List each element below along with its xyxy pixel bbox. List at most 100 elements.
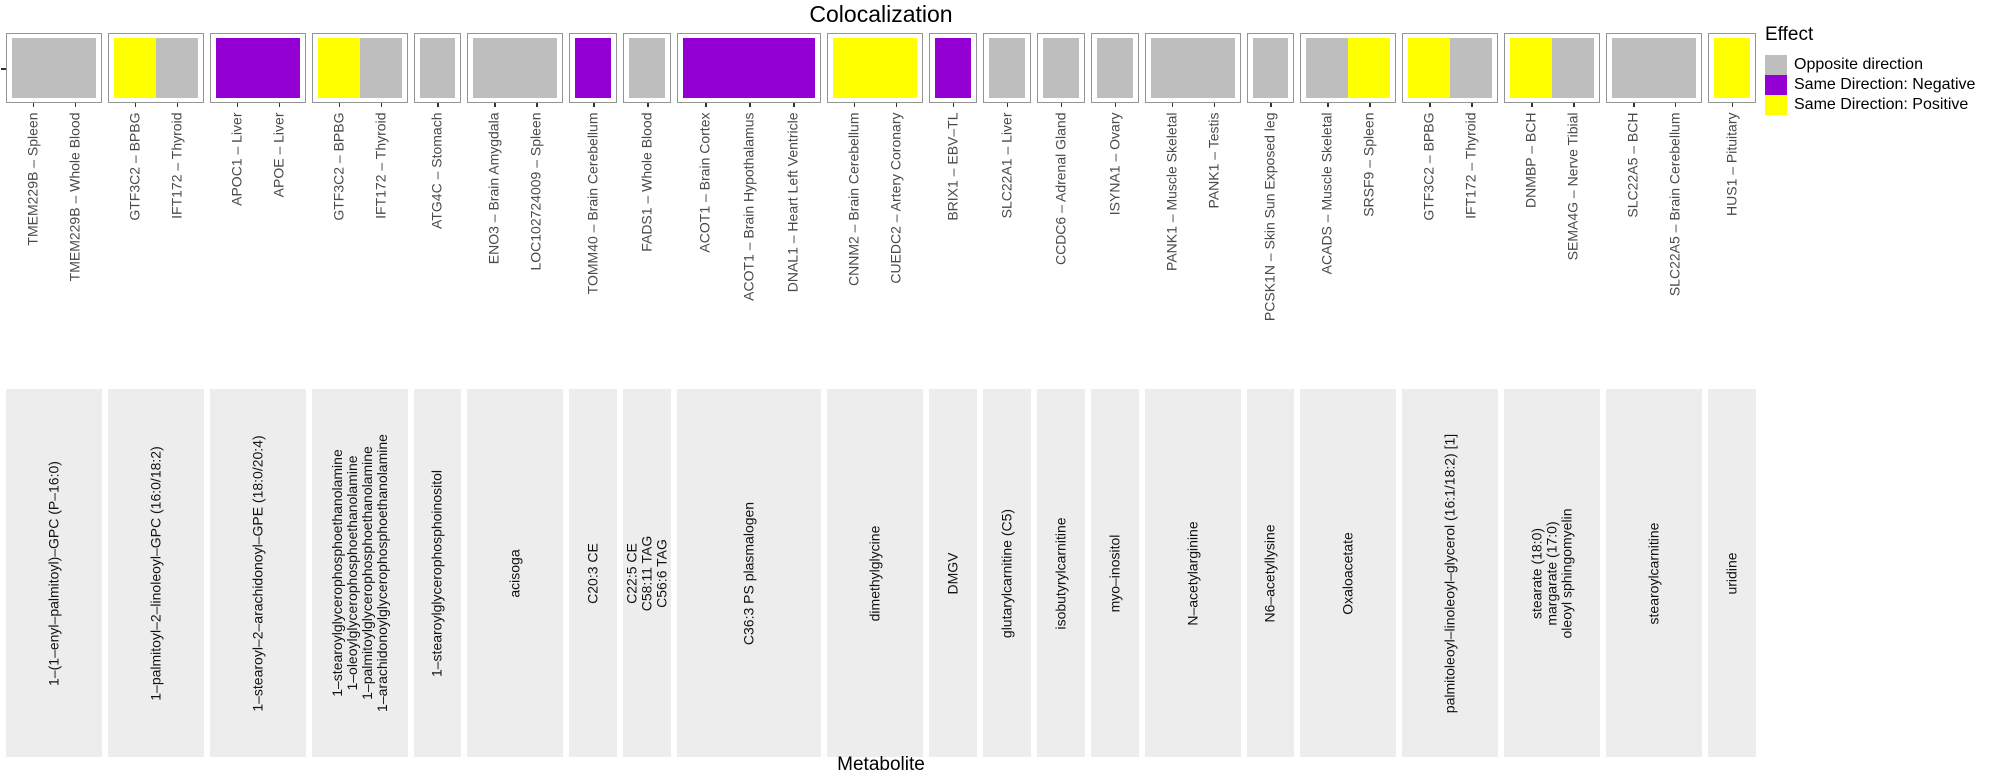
bar	[317, 38, 360, 98]
x-axis-title: Metabolite	[837, 754, 925, 775]
metabolite-strip: stearate (18:0) margarate (17:0) oleoyl …	[1504, 389, 1601, 757]
x-axis-labels: ACOT1 – Brain Cortex ACOT1 – Brain Hypoth…	[677, 103, 821, 385]
gene-tissue-label: FADS1 – Whole Blood	[638, 112, 655, 252]
bar	[473, 38, 516, 98]
bar	[1096, 38, 1133, 98]
facet-panel: HUS1 – Pituitary uridine	[1707, 33, 1756, 757]
metabolite-strip: isobutyrylcarnitine	[1036, 389, 1085, 757]
bar-slot	[771, 38, 815, 98]
facet-panel: ATG4C – Stomach 1–stearoylglycerophosphoi…	[413, 33, 462, 757]
legend-title: Effect	[1765, 24, 1814, 45]
bar-panel	[1246, 33, 1295, 103]
gene-tissue-label: SLC22A1 – Liver	[998, 112, 1015, 218]
facet-panel: ACOT1 – Brain Cortex ACOT1 – Brain Hypoth…	[677, 33, 822, 757]
gene-tissue-label: APOE – Liver	[270, 112, 287, 197]
facet-panel: APOC1 – Liver APOE – Liver 1–stearoyl–2–ar…	[209, 33, 306, 757]
x-tick: DNMBP – BCH	[1510, 103, 1552, 385]
gene-tissue-label: PANK1 – Testis	[1205, 112, 1222, 208]
chart-title: Colocalization	[809, 1, 953, 27]
gene-tissue-label: ISYNA1 – Ovary	[1106, 112, 1123, 215]
x-tick: SLC22A5 – Brain Cerebellum	[1654, 103, 1696, 385]
bar-panel	[982, 33, 1031, 103]
metabolite-strip: 1–stearoylglycerophosphoethanolamine 1–o…	[311, 389, 408, 757]
legend-item-label: Same Direction: Positive	[1794, 96, 1969, 113]
legend-item-label: Opposite direction	[1794, 56, 1923, 73]
facet-panel: TOMM40 – Brain Cerebellum C20:3 CE	[569, 33, 618, 757]
bar-panel	[677, 33, 822, 103]
facet-panel: ACADS – Muscle Skeletal SRSF9 – Spleen Oxa…	[1300, 33, 1397, 757]
metabolite-strip: DMGV	[928, 389, 977, 757]
gene-tissue-label: BRIX1 – EBV–TL	[944, 112, 961, 221]
x-tick: HUS1 – Pituitary	[1714, 103, 1750, 385]
bar-slot	[1042, 38, 1079, 98]
bar-slot	[12, 38, 54, 98]
bar-panel	[1402, 33, 1499, 103]
x-tick: BRIX1 – EBV–TL	[935, 103, 971, 385]
facet-panel: DNMBP – BCH SEMA4G – Nerve Tibial stearate…	[1504, 33, 1601, 757]
facet-panel: SLC22A5 – BCH SLC22A5 – Brain Cerebellum s…	[1606, 33, 1702, 757]
metabolite-label: 1–(1–enyl–palmitoyl)–GPC (P–16:0)	[45, 460, 62, 686]
gene-tissue-label: PCSK1N – Skin Sun Exposed leg	[1261, 112, 1278, 321]
x-tick: ISYNA1 – Ovary	[1097, 103, 1133, 385]
bar-slot	[1552, 38, 1595, 98]
bar-slot	[215, 38, 258, 98]
bar-panel	[623, 33, 672, 103]
legend-item: Opposite direction	[1765, 55, 1995, 75]
bar-slot	[419, 38, 456, 98]
bar-slot	[629, 38, 666, 98]
bar-panel	[1144, 33, 1241, 103]
legend-item: Same Direction: Positive	[1765, 95, 1995, 115]
bar	[1450, 38, 1493, 98]
metabolite-label: C36:3 PS plasmalogen	[740, 501, 757, 645]
bar	[419, 38, 456, 98]
x-tick: IFT172 – Thyroid	[360, 103, 402, 385]
facet-panel: ISYNA1 – Ovary myo–inositol	[1090, 33, 1139, 757]
bar-slot	[1348, 38, 1391, 98]
bar-panel	[107, 33, 204, 103]
x-tick: IFT172 – Thyroid	[1450, 103, 1492, 385]
bar-slot	[53, 38, 96, 98]
bar-panel	[1036, 33, 1085, 103]
bar	[1654, 38, 1696, 98]
gene-tissue-label: TMEM229B – Spleen	[24, 112, 41, 246]
bar	[629, 38, 666, 98]
x-axis-labels: ATG4C – Stomach	[414, 103, 462, 385]
metabolite-label: 1–palmitoyl–2–linoleoyl–GPC (16:0/18:2)	[147, 445, 164, 701]
bar	[1612, 38, 1655, 98]
metabolite-strip: Oxaloacetate	[1300, 389, 1397, 757]
bar-slot	[1252, 38, 1289, 98]
metabolite-label: acisoga	[506, 548, 523, 598]
bar	[1348, 38, 1391, 98]
x-tick: SLC22A5 – BCH	[1612, 103, 1654, 385]
gene-tissue-label: SLC22A5 – Brain Cerebellum	[1666, 112, 1683, 296]
gene-tissue-label: IFT172 – Thyroid	[168, 112, 185, 219]
facet-panel: GTF3C2 – BPBG IFT172 – Thyroid palmitoleoy…	[1402, 33, 1499, 757]
bar	[1408, 38, 1451, 98]
gene-tissue-label: SLC22A5 – BCH	[1624, 112, 1641, 218]
legend-item: Same Direction: Negative	[1765, 75, 1995, 95]
facet-panel: PCSK1N – Skin Sun Exposed leg N6–acetylly…	[1246, 33, 1295, 757]
gene-tissue-label: GTF3C2 – BPBG	[1420, 112, 1437, 221]
bar-panel	[1606, 33, 1702, 103]
gene-tissue-label: ACOT1 – Brain Hypothalamus	[740, 112, 757, 301]
x-tick: TOMM40 – Brain Cerebellum	[575, 103, 611, 385]
bar	[988, 38, 1025, 98]
bar-slot	[515, 38, 558, 98]
bar-panel	[827, 33, 923, 103]
bar-panel	[928, 33, 977, 103]
bar-slot	[575, 38, 612, 98]
metabolite-strip: dimethylglycine	[827, 389, 923, 757]
x-tick: APOE – Liver	[258, 103, 300, 385]
metabolite-label: myo–inositol	[1106, 534, 1123, 612]
metabolite-label: isobutyrylcarnitine	[1052, 516, 1069, 630]
legend-key-swatch	[1765, 75, 1787, 95]
bar-slot	[1654, 38, 1696, 98]
x-tick: SEMA4G – Nerve Tibial	[1552, 103, 1594, 385]
bar	[12, 38, 54, 98]
metabolite-label: DMGV	[944, 552, 961, 594]
metabolite-strip: 1–stearoyl–2–arachidonoyl–GPE (18:0/20:4…	[209, 389, 306, 757]
metabolite-label: C20:3 CE	[584, 542, 601, 604]
plot-area: TMEM229B – Spleen TMEM229B – Whole Blood 1…	[6, 33, 1756, 757]
facet-panel: TMEM229B – Spleen TMEM229B – Whole Blood 1…	[6, 33, 102, 757]
